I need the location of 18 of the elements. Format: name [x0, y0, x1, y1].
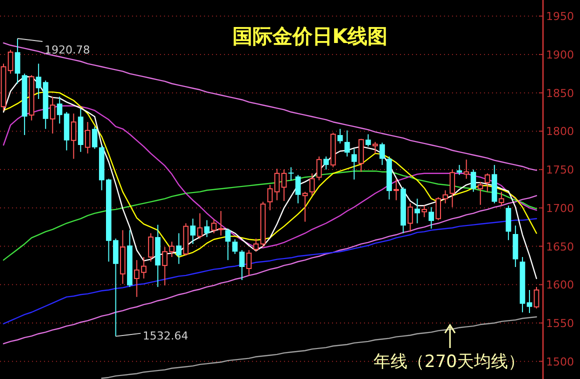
y-tick-label: 1850 — [546, 86, 574, 100]
line-series — [2, 195, 538, 344]
line-series — [101, 316, 538, 379]
y-tick-label: 1750 — [546, 164, 574, 177]
y-tick-label: 1500 — [546, 355, 574, 368]
y-tick-label: 1900 — [546, 48, 574, 62]
line-series — [2, 218, 538, 324]
y-tick-label: 1600 — [546, 278, 574, 292]
y-tick-label: 1550 — [546, 316, 574, 330]
annotation: 1920.78 — [44, 44, 90, 57]
y-tick-label: 1950 — [546, 10, 574, 24]
y-tick-label: 1800 — [546, 125, 574, 138]
annotation: 1532.64 — [142, 329, 188, 342]
annotation: 年线（270天均线） — [374, 352, 525, 372]
line-series — [2, 76, 538, 280]
y-tick-label: 1700 — [546, 202, 574, 215]
y-tick-label: 1650 — [546, 240, 574, 254]
text: 国际金价日K线图 — [232, 24, 388, 48]
